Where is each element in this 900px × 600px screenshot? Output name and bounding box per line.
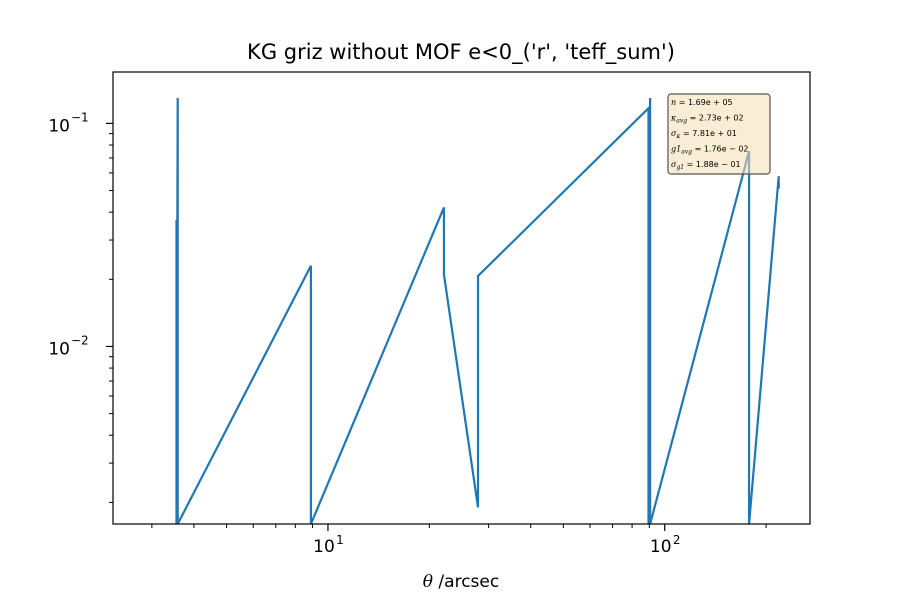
- x-tick-exponent: 1: [336, 533, 344, 547]
- stats-line: σg1 = 1.88e − 01: [671, 160, 741, 171]
- x-tick-label: 10: [650, 537, 672, 557]
- stats-line: n = 1.69e + 05: [671, 98, 733, 107]
- y-tick-label: 10: [48, 116, 70, 136]
- x-axis-label-text: /arcsec: [433, 572, 499, 592]
- y-tick-exponent: −1: [71, 110, 89, 124]
- stats-box-background: [667, 93, 771, 175]
- stats-line: g1avg = 1.76e − 02: [671, 145, 749, 156]
- x-axis-label: θ /arcsec: [423, 572, 499, 592]
- stats-line: σκ = 7.81e + 01: [671, 129, 737, 140]
- axes-frame: [112, 71, 811, 525]
- plot-area: [175, 97, 780, 525]
- x-tick-label: 10: [313, 537, 335, 557]
- tick-layer: 10 1 10 210 −110 −2: [48, 110, 767, 557]
- series-line-0: [175, 97, 780, 525]
- stats-box: n = 1.69e + 05 κavg = 2.73e + 02 σκ = 7.81…: [667, 93, 771, 175]
- x-tick-exponent: 2: [673, 533, 681, 547]
- chart-title: KG griz without MOF e<0_('r', 'teff_sum'…: [247, 40, 675, 65]
- y-tick-label: 10: [48, 339, 70, 359]
- y-tick-exponent: −2: [71, 333, 89, 347]
- stats-line: κavg = 2.73e + 02: [670, 114, 744, 125]
- x-axis-label-symbol: θ: [423, 572, 433, 592]
